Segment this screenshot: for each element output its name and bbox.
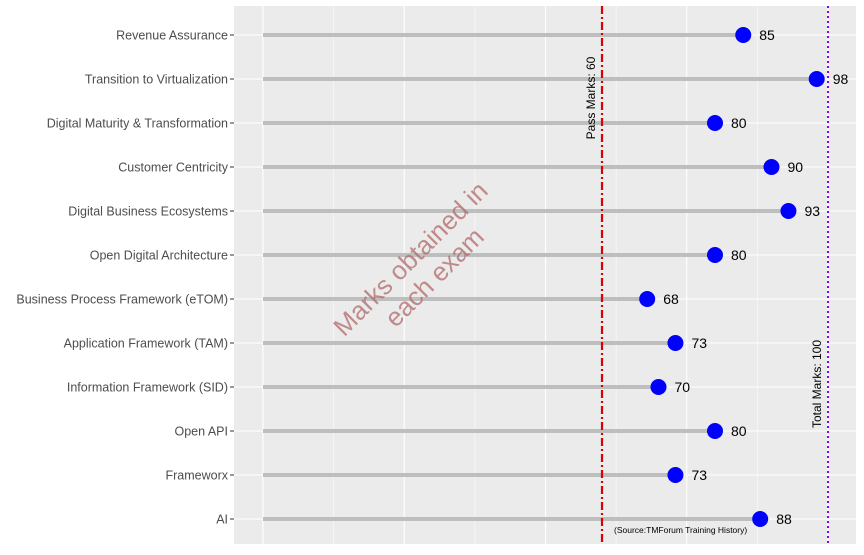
value-label: 90 — [788, 159, 804, 175]
category-label: Transition to Virtualization — [85, 73, 228, 87]
reference-lines: Pass Marks: 60 Total Marks: 100 — [584, 6, 829, 544]
source-note: (Source:TMForum Training History) — [614, 525, 747, 535]
category-label: Revenue Assurance — [116, 29, 228, 43]
category-label: Information Framework (SID) — [67, 381, 228, 395]
data-point — [752, 511, 769, 527]
data-point — [735, 27, 752, 43]
total-marks-label: Total Marks: 100 — [810, 340, 824, 428]
value-label: 80 — [731, 247, 747, 263]
data-point — [763, 159, 780, 175]
category-label: Open Digital Architecture — [90, 249, 228, 263]
category-label: AI — [216, 513, 228, 527]
data-point — [707, 115, 723, 131]
category-label: Digital Business Ecosystems — [68, 205, 228, 219]
value-label: 80 — [731, 423, 747, 439]
value-label: 93 — [804, 203, 820, 219]
value-label: 73 — [691, 467, 707, 483]
category-label: Customer Centricity — [118, 161, 228, 175]
data-point — [667, 335, 684, 351]
lollipop-points — [639, 27, 825, 527]
category-labels: Revenue Assurance Transition to Virtualiz… — [16, 29, 234, 527]
data-point — [707, 423, 723, 439]
category-label: Application Framework (TAM) — [64, 337, 228, 351]
value-label: 73 — [691, 335, 707, 351]
data-point — [639, 291, 656, 307]
category-label: Frameworx — [165, 469, 228, 483]
value-label: 80 — [731, 115, 747, 131]
category-label: Open API — [174, 425, 228, 439]
data-point — [650, 379, 667, 395]
value-label: 88 — [776, 511, 792, 527]
value-label: 70 — [675, 379, 691, 395]
data-point — [808, 71, 825, 87]
lollipop-stems — [263, 33, 817, 521]
data-point — [667, 467, 684, 483]
value-label: 98 — [833, 71, 849, 87]
data-point — [780, 203, 797, 219]
category-label: Digital Maturity & Transformation — [47, 117, 228, 131]
pass-marks-label: Pass Marks: 60 — [584, 56, 598, 139]
value-labels: 85 98 80 90 93 80 68 73 70 80 73 88 — [663, 27, 848, 527]
category-label: Business Process Framework (eTOM) — [16, 293, 228, 307]
value-label: 85 — [759, 27, 775, 43]
data-point — [707, 247, 723, 263]
value-label: 68 — [663, 291, 679, 307]
